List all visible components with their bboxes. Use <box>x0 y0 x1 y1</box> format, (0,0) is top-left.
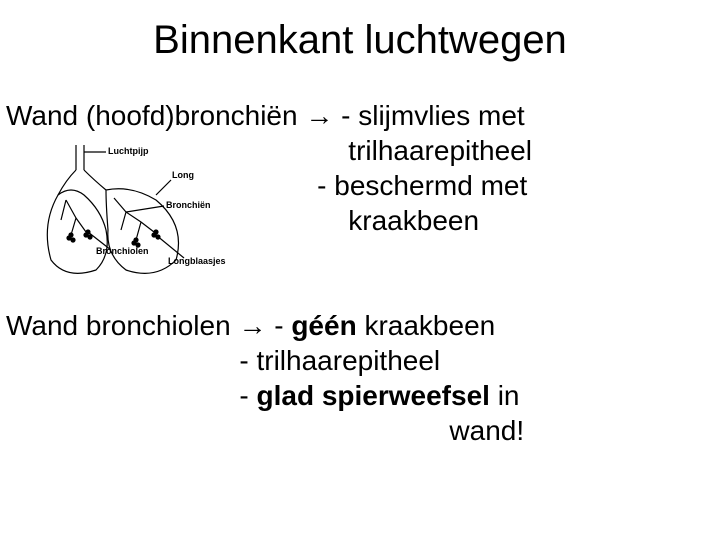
label-luchtpijp: Luchtpijp <box>108 146 149 156</box>
s1-l1: - slijmvlies met <box>333 100 524 131</box>
s2-l3b: glad spierweefsel <box>256 380 489 411</box>
s2-l4: wand! <box>6 415 524 446</box>
label-long: Long <box>172 170 194 180</box>
s2-l1b: géén <box>291 310 356 341</box>
s2-l3a: - <box>6 380 256 411</box>
label-bronchiolen: Bronchiolen <box>96 246 149 256</box>
s1-lead: Wand (hoofd)bronchiën <box>6 100 305 131</box>
slide-title: Binnenkant luchtwegen <box>0 18 720 63</box>
bronchial-tree-diagram: Luchtpijp Long Bronchiën Bronchiolen Lon… <box>36 140 236 290</box>
slide: Binnenkant luchtwegen Wand (hoofd)bronch… <box>0 0 720 540</box>
s2-l3c: in <box>490 380 520 411</box>
s2-lead: Wand bronchiolen <box>6 310 238 341</box>
label-longblaasjes: Longblaasjes <box>168 256 226 266</box>
s2-l1c: kraakbeen <box>357 310 496 341</box>
s2-arrow: → <box>238 310 266 341</box>
bronchial-tree-svg <box>36 140 236 290</box>
s1-arrow: → <box>305 100 333 131</box>
s2-l1a: - <box>266 310 291 341</box>
label-bronchien: Bronchiën <box>166 200 211 210</box>
s2-l2: - trilhaarepitheel <box>6 345 440 376</box>
